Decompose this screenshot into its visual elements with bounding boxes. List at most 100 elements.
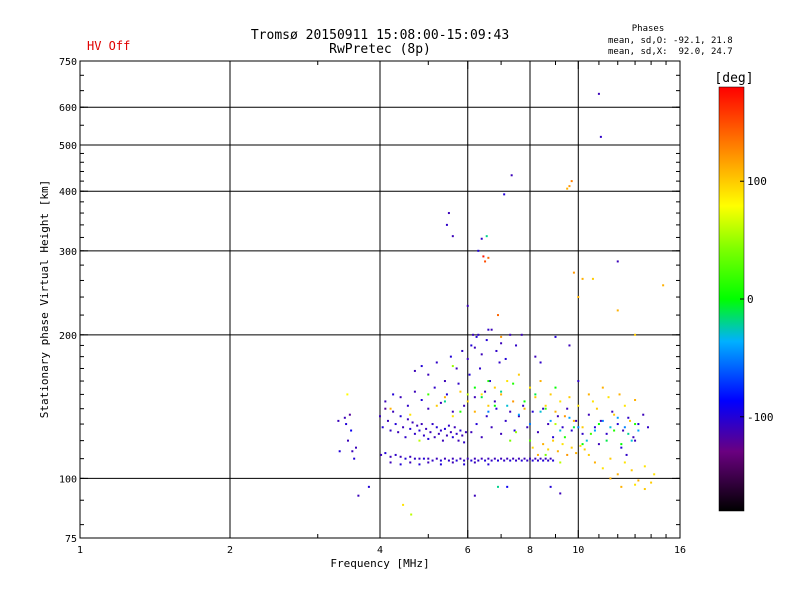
x-tick-label: 4 (377, 545, 383, 556)
data-point (593, 429, 596, 432)
data-point (389, 455, 392, 458)
data-point (425, 427, 428, 430)
data-point (581, 277, 584, 280)
data-point (416, 424, 419, 427)
data-point (357, 494, 360, 497)
data-point (399, 455, 402, 458)
data-point (500, 342, 503, 345)
data-point (353, 457, 356, 460)
data-point (568, 344, 571, 347)
data-point (477, 333, 480, 336)
data-point (637, 479, 640, 482)
data-point (451, 235, 454, 238)
data-point (512, 382, 515, 385)
data-point (367, 485, 370, 488)
data-point (443, 457, 446, 460)
data-point (473, 461, 476, 464)
data-point (629, 419, 632, 422)
data-point (627, 416, 630, 419)
colorbar (718, 86, 745, 512)
data-point (484, 459, 487, 462)
data-point (542, 459, 545, 462)
data-point (500, 432, 503, 435)
data-point (529, 439, 531, 442)
data-point (495, 349, 498, 352)
data-point (435, 457, 438, 460)
data-point (384, 407, 387, 410)
data-point (380, 453, 383, 456)
data-point (443, 400, 446, 403)
data-point (597, 92, 600, 95)
data-point (504, 419, 507, 422)
data-point (466, 357, 469, 360)
y-tick-label: 75 (65, 534, 77, 545)
data-point (616, 309, 619, 312)
data-point (520, 459, 523, 462)
data-point (435, 361, 438, 364)
data-point (459, 390, 462, 393)
data-point (459, 429, 462, 432)
data-point (526, 426, 529, 429)
data-point (418, 463, 421, 466)
data-point (539, 457, 542, 460)
data-point (554, 335, 557, 338)
data-point (634, 483, 637, 486)
data-point (445, 393, 448, 396)
data-point (500, 390, 503, 393)
data-point (544, 457, 547, 460)
data-point (544, 453, 547, 456)
data-point (634, 423, 637, 426)
data-point (433, 436, 436, 439)
data-point (601, 386, 604, 389)
data-point (646, 426, 649, 429)
data-point (427, 457, 430, 460)
data-point (451, 457, 454, 460)
colorbar-label: [deg] (714, 71, 753, 86)
data-point (493, 386, 496, 389)
data-point (473, 386, 476, 389)
data-point (542, 407, 545, 410)
data-point (559, 492, 562, 495)
data-point (343, 416, 346, 419)
data-point (503, 459, 506, 462)
data-point (566, 407, 569, 410)
data-point (439, 429, 442, 432)
data-point (630, 439, 633, 442)
data-point (404, 457, 407, 460)
data-point (451, 436, 454, 439)
data-point (534, 396, 537, 399)
colorbar-ticks: 100 0 -100 (740, 175, 774, 424)
data-point (484, 260, 487, 263)
data-point (529, 457, 531, 460)
phase-stats-x: mean, sd,X: 92.0, 24.7 (608, 47, 733, 57)
data-point (552, 439, 555, 442)
data-point (623, 426, 626, 429)
data-point (394, 453, 397, 456)
data-point (561, 426, 564, 429)
y-tick-label: 100 (59, 474, 77, 485)
data-point (489, 380, 492, 383)
data-point (461, 349, 464, 352)
data-point (609, 457, 612, 460)
x-tick-label: 1 (77, 545, 83, 556)
data-point (597, 423, 600, 426)
y-tick-label: 500 (59, 141, 77, 152)
data-point (566, 187, 569, 190)
data-point (559, 461, 562, 464)
data-point (634, 439, 637, 442)
data-point (506, 404, 509, 407)
y-tick-label: 300 (59, 247, 77, 258)
data-point (517, 457, 520, 460)
data-point (554, 410, 557, 413)
data-point (512, 457, 515, 460)
data-point (556, 415, 559, 418)
data-point (643, 488, 646, 491)
data-point (402, 426, 405, 429)
data-point (599, 419, 602, 422)
data-point (470, 459, 473, 462)
data-point (447, 212, 450, 215)
data-point (453, 426, 456, 429)
x-axis-label: Frequency [MHz] (330, 557, 429, 570)
data-point (498, 361, 501, 364)
data-point (503, 193, 506, 196)
